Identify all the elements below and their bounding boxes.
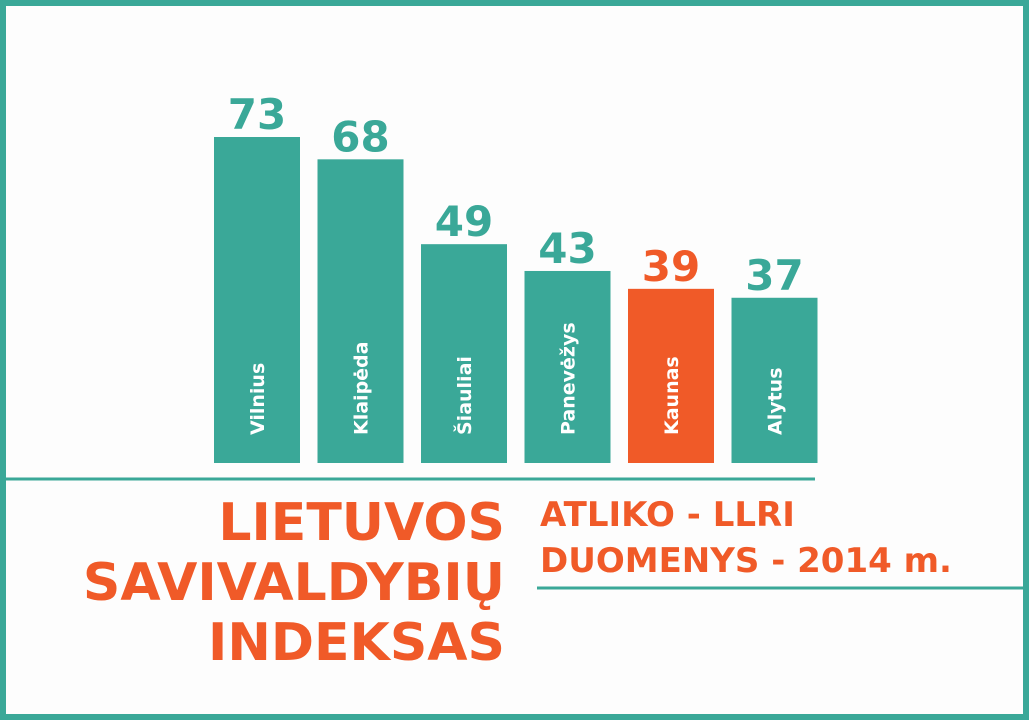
bar [731, 297, 818, 463]
title-line: SAVIVALDYBIŲ [83, 553, 505, 613]
bar [524, 270, 611, 463]
value-label: 43 [538, 224, 596, 273]
category-label: Šiauliai [452, 356, 476, 435]
title-line: INDEKSAS [208, 613, 505, 673]
value-label: 68 [331, 112, 389, 161]
title-line: LIETUVOS [218, 493, 505, 553]
bar [317, 159, 404, 463]
bar [628, 288, 714, 463]
value-label: 37 [745, 251, 803, 300]
subtitle-line: ATLIKO - LLRI [540, 495, 795, 535]
bar [214, 137, 300, 463]
value-label: 49 [435, 197, 493, 246]
category-label: Kaunas [661, 356, 683, 435]
category-label: Panevėžys [558, 322, 580, 435]
category-label: Klaipėda [351, 342, 373, 435]
value-label: 73 [228, 90, 286, 139]
subtitle-line: DUOMENYS - 2014 m. [540, 541, 952, 581]
category-label: Vilnius [247, 363, 269, 435]
value-label: 39 [642, 242, 700, 291]
category-label: Alytus [765, 367, 787, 435]
bar [421, 244, 507, 463]
